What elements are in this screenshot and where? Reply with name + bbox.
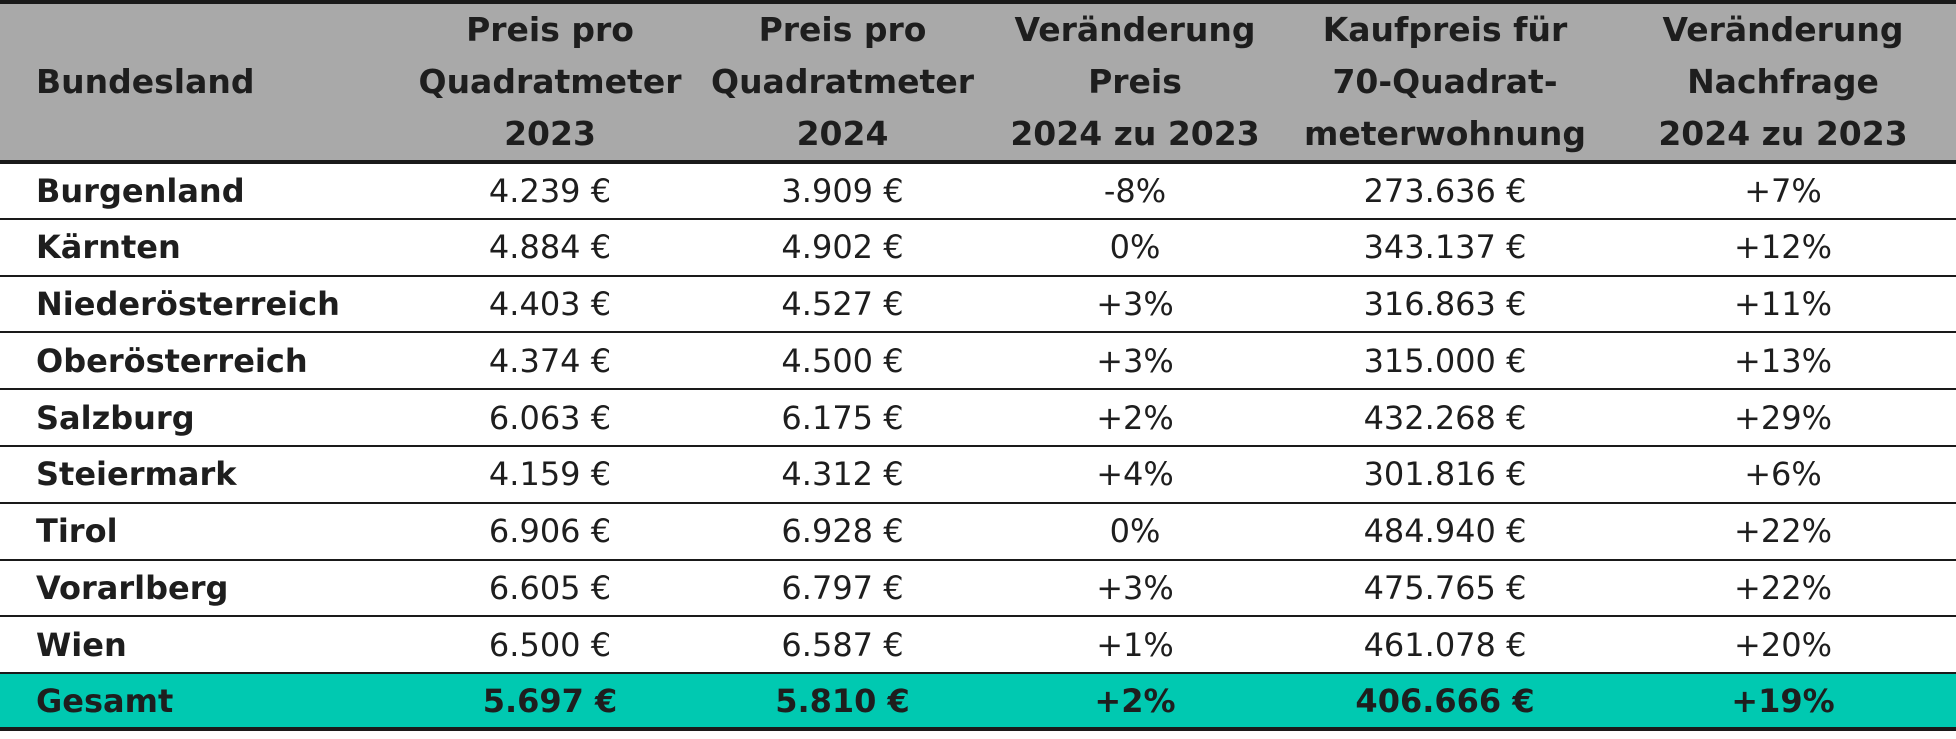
table-cell: +1%: [990, 616, 1280, 675]
table-row: Tirol 6.906 €6.928 €0% 484.940 € +22%: [0, 502, 1956, 561]
total-cell-label: Gesamt: [0, 672, 405, 732]
table-cell: +4%: [990, 445, 1280, 504]
table-cell: +22%: [1610, 502, 1956, 561]
table-cell: +6%: [1610, 445, 1956, 504]
table-row: Wien 6.500 €6.587 € +1% 461.078 € +20%: [0, 616, 1956, 675]
row-label-cell: Tirol: [0, 502, 405, 561]
table-row: Oberösterreich 4.374 €4.500 € +3% 315.000 €…: [0, 332, 1956, 391]
table-cell: 0%: [990, 502, 1280, 561]
table-cell: +20%: [1610, 616, 1956, 675]
table-cell: 3.909 €: [695, 162, 990, 220]
header-demand-change: Veränderung Nachfrage 2024 zu 2023: [1610, 4, 1956, 164]
table-cell: 4.500 €: [695, 332, 990, 391]
total-cell: +2%: [990, 672, 1280, 732]
table-cell: 6.605 €: [405, 559, 695, 618]
table-cell: 432.268 €: [1280, 389, 1610, 447]
table-cell: 6.063 €: [405, 389, 695, 447]
table-cell: -8%: [990, 162, 1280, 220]
table-cell: 273.636 €: [1280, 162, 1610, 220]
row-label-cell: Salzburg: [0, 389, 405, 447]
table-cell: +3%: [990, 332, 1280, 391]
table-cell: 0%: [990, 218, 1280, 277]
table-cell: +2%: [990, 389, 1280, 447]
row-label-cell: Steiermark: [0, 445, 405, 504]
header-price-change: Veränderung Preis 2024 zu 2023: [990, 4, 1280, 164]
table-cell: 4.312 €: [695, 445, 990, 504]
total-cell: 406.666 €: [1280, 672, 1610, 732]
total-row: Gesamt 5.697 € 5.810 € +2% 406.666 € +19…: [0, 672, 1956, 732]
table-cell: 301.816 €: [1280, 445, 1610, 504]
table-cell: +29%: [1610, 389, 1956, 447]
row-label-cell: Wien: [0, 616, 405, 675]
table-header: Bundesland Preis pro Quadratmeter 2023 P…: [0, 4, 1956, 164]
table-cell: 484.940 €: [1280, 502, 1610, 561]
table-row: Salzburg 6.063 €6.175 € +2% 432.268 € +29%: [0, 389, 1956, 447]
header-price-2024: Preis pro Quadratmeter 2024: [695, 4, 990, 164]
table-cell: +22%: [1610, 559, 1956, 618]
table-cell: 4.527 €: [695, 275, 990, 334]
table-cell: 461.078 €: [1280, 616, 1610, 675]
table-body: Burgenland 4.239 €3.909 € -8% 273.636 € +7% K…: [0, 162, 1956, 732]
table-cell: +11%: [1610, 275, 1956, 334]
row-label-cell: Burgenland: [0, 162, 405, 220]
total-cell: 5.810 €: [695, 672, 990, 732]
table-cell: 315.000 €: [1280, 332, 1610, 391]
table-cell: +7%: [1610, 162, 1956, 220]
total-cell: +19%: [1610, 672, 1956, 732]
table-cell: +3%: [990, 275, 1280, 334]
table-cell: +12%: [1610, 218, 1956, 277]
table-cell: 6.587 €: [695, 616, 990, 675]
table-cell: +13%: [1610, 332, 1956, 391]
table-row: Vorarlberg 6.605 €6.797 € +3% 475.765 € +22%: [0, 559, 1956, 618]
header-row: Bundesland Preis pro Quadratmeter 2023 P…: [0, 4, 1956, 164]
row-label-cell: Kärnten: [0, 218, 405, 277]
total-cell: 5.697 €: [405, 672, 695, 732]
table-cell: 4.884 €: [405, 218, 695, 277]
table-cell: 6.500 €: [405, 616, 695, 675]
header-bundesland: Bundesland: [0, 4, 405, 164]
table-cell: 6.928 €: [695, 502, 990, 561]
table-cell: 4.239 €: [405, 162, 695, 220]
row-label-cell: Vorarlberg: [0, 559, 405, 618]
table-cell: 475.765 €: [1280, 559, 1610, 618]
row-label-cell: Oberösterreich: [0, 332, 405, 391]
table-cell: 4.374 €: [405, 332, 695, 391]
table-cell: 343.137 €: [1280, 218, 1610, 277]
table-row: Niederösterreich 4.403 €4.527 € +3% 316.863…: [0, 275, 1956, 334]
table-cell: 6.906 €: [405, 502, 695, 561]
real-estate-price-table: Bundesland Preis pro Quadratmeter 2023 P…: [0, 4, 1956, 732]
table-cell: 4.159 €: [405, 445, 695, 504]
table-cell: 316.863 €: [1280, 275, 1610, 334]
table-cell: 6.175 €: [695, 389, 990, 447]
table-cell: 4.403 €: [405, 275, 695, 334]
header-price-2023: Preis pro Quadratmeter 2023: [405, 4, 695, 164]
table-row: Burgenland 4.239 €3.909 € -8% 273.636 € +7%: [0, 162, 1956, 220]
row-label-cell: Niederösterreich: [0, 275, 405, 334]
header-purchase-price-70sqm: Kaufpreis für 70-Quadrat- meterwohnung: [1280, 4, 1610, 164]
table-cell: 4.902 €: [695, 218, 990, 277]
table-row: Steiermark 4.159 €4.312 € +4% 301.816 € +6%: [0, 445, 1956, 504]
table-cell: 6.797 €: [695, 559, 990, 618]
table-row: Kärnten 4.884 €4.902 €0% 343.137 € +12%: [0, 218, 1956, 277]
table-cell: +3%: [990, 559, 1280, 618]
